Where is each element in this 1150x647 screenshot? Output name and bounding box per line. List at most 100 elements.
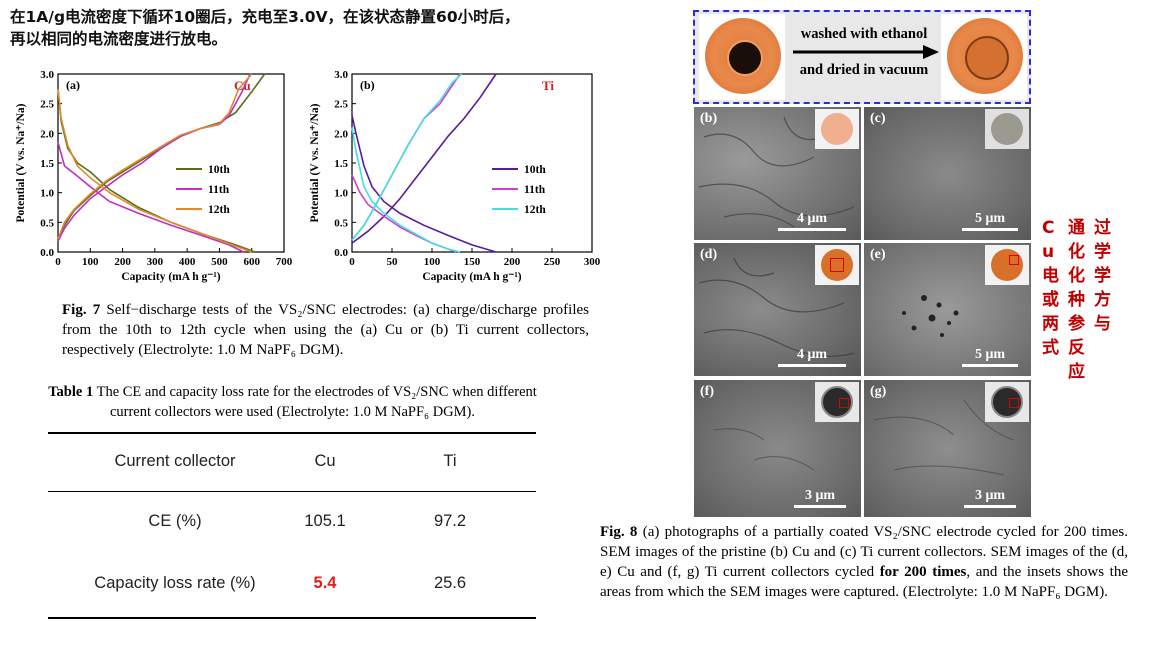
x-tick-label-1-2: 100 [424,256,441,268]
fig8-caption-emphasis: for 200 times [879,564,967,580]
x-tick-label-1-1: 50 [387,256,399,268]
table-header-rule [48,491,536,492]
y-tick-label-1-4: 2.0 [334,128,348,140]
table-bottom-rule [48,617,536,619]
annotation-column-1: Cu电或两式 [1042,218,1065,358]
electrode-coating-spot [727,40,763,76]
ti-disc-icon [991,113,1023,145]
scale-label-g: 3 μm [974,488,1006,503]
electrode-washed-spot [965,36,1009,80]
scale-label-f: 3 μm [804,488,836,503]
panel-f-label: (f) [700,384,714,399]
x-tick-label-0-2: 200 [114,256,131,268]
table-row-loss-ti: 25.6 [433,574,467,592]
x-axis-label-1: Capacity (mA h g⁻¹) [422,271,521,283]
sem-texture-f [713,428,815,471]
inset-marker-e [1009,255,1019,265]
fig7-caption-text: Self−discharge tests of the VS₂/SNC elec… [62,302,589,358]
series-discharge-1-1 [351,174,457,253]
panel-c-label: (c) [870,111,886,126]
scale-bar-e: 5 μm [962,347,1018,367]
electrode-photo-after [947,18,1023,94]
sem-panel-b: (b) 4 μm [694,107,861,240]
series-discharge-1-0 [351,115,497,253]
series-charge-0-2 [57,73,253,240]
scale-line-g [964,505,1016,508]
series-charge-1-2 [351,73,463,241]
arrow-label-line-2: and dried in vacuum [799,62,929,78]
arrow-label-line-1: washed with ethanol [800,26,928,42]
table-row-loss-cu: 5.4 [313,574,337,592]
series-charge-0-0 [57,73,266,240]
slide-headline: 在1A/g电流密度下循环10圈后，充电至3.0V，在该状态静置60小时后， 再以… [10,6,670,50]
ti-cycled-disc-icon-2 [991,386,1023,418]
table-header-collector: Current collector [114,452,236,470]
table1-title-label: Table 1 [48,384,94,400]
sem-texture-g [873,399,1015,476]
fig8-caption: Fig. 8 (a) photographs of a partially co… [600,522,1128,602]
annotation-column-2: 通化化种参反应 [1068,218,1091,382]
scale-bar-f: 3 μm [794,488,846,508]
y-axis-label-1: Potential (V vs. Na⁺/Na) [309,103,321,222]
inset-g [985,382,1029,422]
table-row-ce-label: CE (%) [148,512,202,530]
sem-texture-d [698,257,855,357]
fig7-caption-label: Fig. 7 [62,302,101,318]
series-charge-1-0 [351,73,497,244]
x-tick-label-0-5: 500 [211,256,228,268]
x-tick-label-1-3: 150 [464,256,481,268]
inset-e [985,245,1029,285]
sem-panel-f: (f) 3 μm [694,380,861,517]
y-tick-label-1-2: 1.0 [334,188,348,200]
scale-bar-d: 4 μm [778,347,846,367]
table-header-cu: Cu [314,452,336,470]
y-tick-label-1-0: 0.0 [334,247,348,259]
fig8-panel-a: washed with ethanol and dried in vacuum … [693,10,1031,104]
legend-label-1-2: 12th [524,204,546,216]
legend-label-1-1: 11th [524,184,546,196]
sem-texture-e [902,295,959,337]
legend-label-0-2: 12th [208,204,230,216]
y-tick-label-1-6: 3.0 [334,69,348,81]
legend-label-0-1: 11th [208,184,230,196]
panel-a-label: (a) [701,14,718,29]
series-discharge-0-1 [57,141,244,253]
cu-cycled-disc-icon [821,249,853,281]
x-tick-label-1-4: 200 [504,256,521,268]
table-row-loss-label: Capacity loss rate (%) [94,574,256,592]
x-tick-label-0-0: 0 [55,256,61,268]
panel-b-label: (b) [700,111,718,126]
inset-marker-d [830,258,844,272]
cu-disc-icon [821,113,853,145]
y-tick-label-1-3: 1.5 [334,158,348,170]
sem-panel-g: (g) 3 μm [864,380,1031,517]
inset-d [815,245,859,285]
panel-label-1: (b) [360,78,375,92]
scale-label-d: 4 μm [796,347,828,362]
legend-label-0-0: 10th [208,164,230,176]
sem-panel-d: (d) 4 μm [694,243,861,376]
inset-c [985,109,1029,149]
scale-line-e [962,364,1018,367]
sem-texture-b [698,116,855,228]
electrode-photo-before [705,18,781,94]
x-tick-label-0-3: 300 [147,256,164,268]
panel-e-label: (e) [870,247,886,262]
table-top-rule [48,432,536,434]
x-tick-label-0-1: 100 [82,256,99,268]
scale-line-d [778,364,846,367]
series-discharge-1-2 [351,127,461,253]
sem-panel-c: (c) 5 μm [864,107,1031,240]
table-row-ce-ti: 97.2 [433,512,467,530]
x-tick-label-1-6: 300 [584,256,601,268]
scale-line-f [794,505,846,508]
y-tick-label-1-1: 0.5 [334,217,348,229]
y-tick-label-0-3: 1.5 [40,158,54,170]
x-axis-label-0: Capacity (mA h g⁻¹) [121,271,220,283]
x-tick-label-0-7: 700 [276,256,293,268]
scale-bar-g: 3 μm [964,488,1016,508]
series-charge-0-1 [57,73,251,242]
table1-title-text: The CE and capacity loss rate for the el… [93,384,537,420]
inset-b [815,109,859,149]
inset-f [815,382,859,422]
